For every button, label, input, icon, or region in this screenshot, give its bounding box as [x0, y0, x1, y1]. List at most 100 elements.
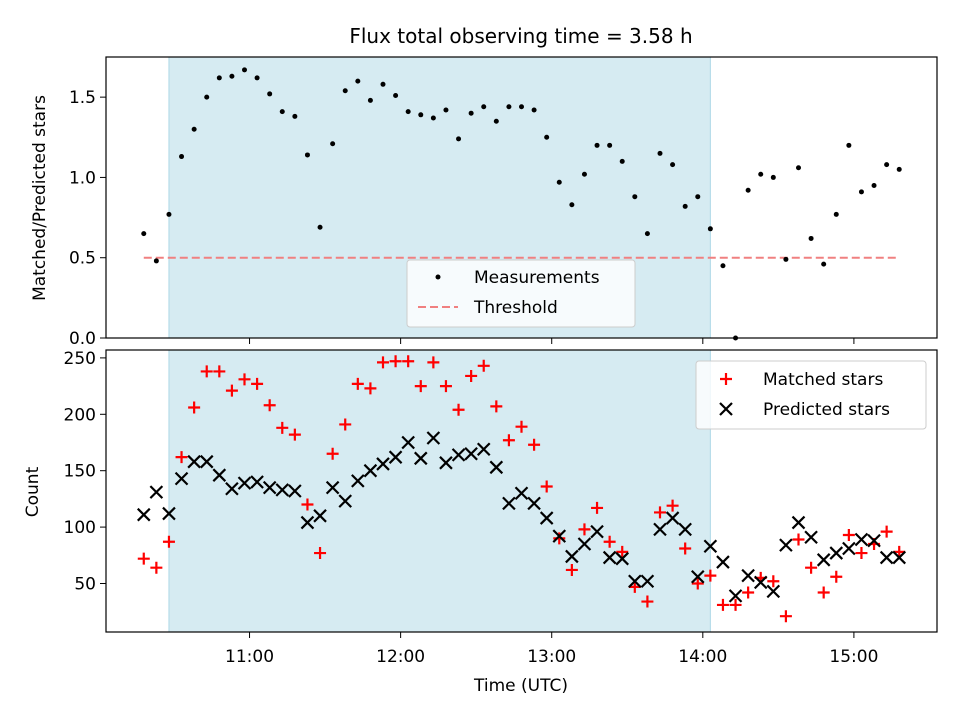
predicted-star-point	[716, 555, 730, 569]
predicted-star-point	[401, 435, 415, 450]
measurement-point	[770, 174, 776, 180]
measurement-point	[166, 211, 172, 217]
matched-legend-label: Matched stars	[763, 370, 883, 390]
matched-star-point	[691, 577, 704, 590]
predicted-star-point	[136, 507, 151, 522]
predicted-star-point	[413, 451, 428, 466]
predicted-star-point	[451, 448, 466, 462]
measurement-point	[380, 81, 386, 87]
count-panel: 50 100 150 200 250 11:00 12:00 13:00 14:00 15:00…	[23, 349, 938, 696]
count-y-tick-label: 200	[64, 405, 96, 425]
ratio-y-tick-label: 0.0	[69, 329, 96, 349]
chart-title: Flux total observing time = 3.58 h	[349, 24, 692, 48]
predicted-star-point	[338, 494, 353, 508]
predicted-star-point	[640, 574, 655, 589]
matched-star-point	[427, 356, 440, 369]
matched-star-point	[389, 355, 402, 368]
matched-star-point	[792, 533, 805, 546]
threshold-legend-label: Threshold	[473, 298, 558, 318]
measurement-point	[292, 113, 298, 119]
measurement-point	[519, 104, 524, 110]
measurement-point	[581, 171, 587, 177]
matched-star-point	[414, 380, 427, 393]
matched-star-point	[150, 561, 163, 574]
predicted-star-point	[527, 496, 541, 511]
ratio-x-ticks	[249, 338, 855, 344]
predicted-star-point	[439, 456, 453, 470]
matched-star-point	[880, 525, 893, 538]
count-y-tick-label: 150	[64, 462, 96, 482]
time-x-tick-label: 15:00	[829, 647, 878, 667]
ratio-legend: Measurements Threshold	[406, 259, 636, 328]
measurements-legend-label: Measurements	[474, 268, 600, 288]
measurement-point	[821, 261, 827, 267]
predicted-star-point	[313, 509, 327, 523]
ratio-y-axis: 0.0 0.5 1.0 1.5	[69, 88, 106, 349]
matched-star-point	[452, 403, 465, 416]
matched-stars-points	[137, 355, 906, 623]
matched-star-point	[213, 365, 226, 378]
measurement-point	[531, 107, 537, 113]
measurement-point	[204, 94, 210, 100]
measurement-point	[682, 203, 688, 209]
matched-star-point	[225, 384, 238, 397]
matched-star-point	[704, 569, 717, 582]
predicted-star-point	[376, 457, 390, 471]
matched-star-point	[238, 373, 251, 386]
measurement-point	[607, 142, 613, 148]
measurement-point	[858, 189, 864, 195]
measurement-point	[493, 118, 499, 124]
measurement-point	[367, 97, 373, 103]
predicted-star-point	[766, 584, 781, 599]
count-legend: Matched stars Predicted stars	[695, 360, 927, 430]
measurements-legend-marker	[435, 274, 441, 280]
predicted-star-point	[149, 485, 164, 499]
predicted-star-point	[288, 484, 302, 498]
ratio-panel-frame	[105, 56, 938, 339]
predicted-star-point	[351, 474, 365, 488]
predicted-star-point	[262, 480, 277, 495]
predicted-star-point	[854, 532, 869, 547]
matched-star-point	[540, 480, 553, 493]
matched-star-point	[603, 535, 616, 548]
matched-star-point	[591, 501, 604, 514]
measurement-point	[279, 109, 285, 115]
measurement-point	[670, 162, 676, 168]
predicted-star-point	[779, 538, 793, 552]
predicted-star-point	[502, 496, 516, 511]
matched-star-point	[515, 420, 528, 433]
matched-star-point	[162, 535, 175, 548]
matched-star-point	[729, 598, 742, 611]
measurement-point	[707, 226, 713, 232]
measurement-point	[833, 211, 839, 217]
measurement-point	[644, 231, 650, 237]
measurement-point	[229, 73, 235, 79]
predicted-legend-marker	[719, 402, 733, 416]
predicted-star-point	[388, 450, 403, 464]
predicted-star-point	[187, 454, 201, 469]
predicted-star-point	[728, 589, 743, 603]
measurement-point	[871, 182, 877, 188]
predicted-stars-points	[136, 431, 907, 603]
matched-star-point	[666, 499, 679, 512]
count-y-tick-label: 50	[74, 574, 96, 594]
count-panel-frame	[105, 349, 938, 633]
measurement-point	[468, 110, 474, 116]
matched-star-point	[339, 418, 352, 431]
measurement-point	[846, 142, 852, 148]
measurement-point	[267, 91, 273, 97]
measurement-point	[355, 78, 361, 84]
predicted-star-point	[489, 460, 504, 475]
predicted-star-point	[829, 546, 844, 560]
ratio-y-tick-label: 1.5	[69, 88, 96, 108]
matched-star-point	[276, 421, 289, 434]
matched-star-point	[175, 451, 188, 464]
measurement-point	[783, 256, 789, 262]
predicted-star-point	[628, 574, 642, 589]
predicted-star-point	[653, 522, 667, 537]
matched-star-point	[767, 575, 780, 588]
ratio-panel: 0.0 0.5 1.0 1.5 Matched/Predicted stars Mea…	[30, 56, 938, 349]
matched-star-point	[477, 359, 490, 372]
matched-star-point	[465, 369, 478, 382]
